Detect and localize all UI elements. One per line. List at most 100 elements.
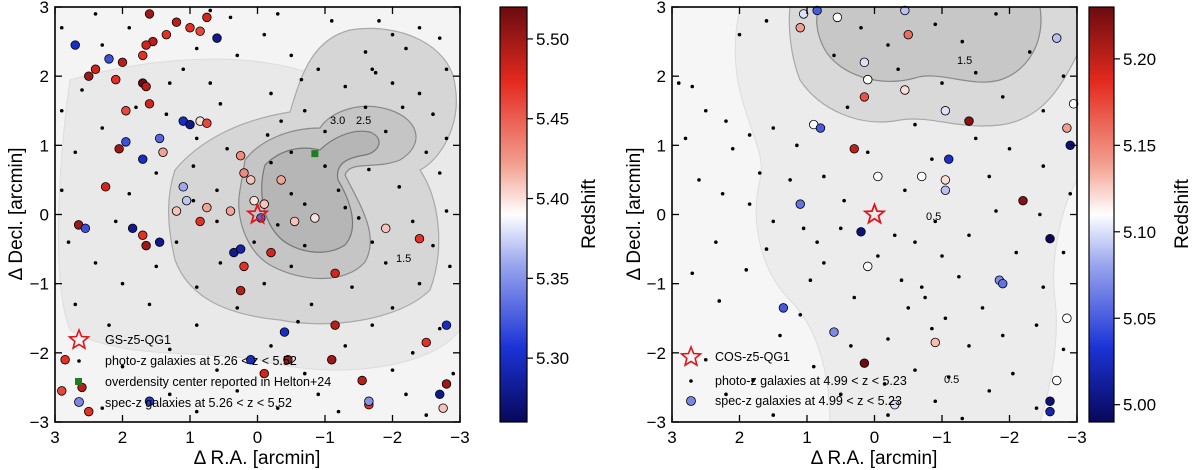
spec-z-point (178, 182, 188, 192)
photo-z-point (343, 344, 348, 348)
photo-z-point (400, 105, 405, 110)
legend-marker-spec (74, 397, 84, 407)
photo-z-point (296, 319, 300, 324)
x-tick-label: −2 (1000, 428, 1019, 447)
spec-z-point (859, 92, 870, 102)
photo-z-point (329, 19, 334, 23)
photo-z-point (275, 223, 280, 227)
photo-z-point (906, 306, 911, 310)
photo-z-point (973, 70, 978, 75)
photo-z-point (1027, 50, 1032, 54)
spec-z-point (1052, 375, 1062, 386)
photo-z-point (93, 12, 98, 16)
photo-z-point (973, 136, 978, 141)
photo-z-point (363, 105, 368, 110)
photo-z-point (167, 392, 172, 397)
photo-z-point (849, 344, 853, 348)
x-axis-label: Δ R.A. [arcmin] (811, 448, 938, 469)
photo-z-point (980, 306, 985, 310)
spec-z-point (917, 171, 927, 182)
photo-z-point (676, 81, 681, 85)
spec-z-point (1062, 123, 1072, 133)
photo-z-point (289, 53, 294, 58)
spec-z-point (1018, 195, 1028, 206)
spec-z-point (873, 171, 883, 182)
photo-z-point (940, 254, 944, 258)
photo-z-point (960, 39, 965, 44)
photo-z-point (747, 133, 752, 137)
contour-label-3: 0.5 (944, 374, 959, 386)
spec-z-point (798, 9, 809, 19)
x-axis-label: Δ R.A. [arcmin] (194, 448, 321, 469)
photo-z-point (1041, 285, 1046, 289)
spec-z-point (259, 368, 269, 379)
photo-z-point (208, 8, 213, 13)
colorbar-tick-label: 5.50 (536, 30, 569, 49)
photo-z-point (336, 188, 341, 193)
spec-z-point (421, 337, 431, 348)
photo-z-point (838, 226, 843, 231)
photo-z-point (218, 261, 223, 265)
photo-z-point (191, 198, 196, 203)
photo-z-point (154, 171, 159, 175)
y-tick-label: 1 (657, 136, 666, 155)
photo-z-point (265, 133, 270, 137)
photo-z-point (390, 32, 395, 37)
contour-label-1: 3.0 (330, 115, 345, 127)
photo-z-point (59, 108, 64, 113)
x-tick-label: −3 (1067, 428, 1086, 447)
spec-z-point (171, 206, 182, 216)
spec-z-point (849, 144, 859, 154)
photo-z-point (262, 281, 267, 286)
photo-z-point (913, 368, 917, 372)
photo-z-point (1038, 212, 1042, 217)
spec-z-point (829, 327, 839, 337)
photo-z-point (383, 261, 388, 265)
photo-z-point (383, 129, 388, 134)
spec-z-point (1062, 313, 1072, 323)
photo-z-point (720, 191, 725, 196)
photo-z-point (59, 25, 64, 30)
photo-z-point (724, 392, 728, 397)
colorbar-label: Redshift (1172, 178, 1193, 248)
legend-label-spec: spec-z galaxies at 5.26 < z < 5.52 (105, 396, 292, 410)
photo-z-point (356, 216, 361, 220)
colorbar: 5.50 5.45 5.40 5.35 5.30 Redshift (499, 6, 600, 423)
legend-label-overdensity: overdensity center reported in Helton+24 (105, 375, 331, 389)
legend-label-photo: photo-z galaxies at 4.99 < z < 5.23 (715, 374, 907, 388)
photo-z-point (960, 416, 965, 421)
photo-z-point (714, 240, 718, 244)
photo-z-point (134, 105, 138, 110)
photo-z-point (1061, 347, 1066, 352)
spec-z-point (239, 168, 249, 178)
spec-z-point (121, 137, 131, 147)
photo-z-point (309, 302, 314, 307)
photo-z-point (903, 188, 907, 193)
photo-z-point (933, 22, 938, 27)
spec-z-point (104, 54, 114, 64)
legend-label-target: GS-z5-QG1 (105, 333, 171, 347)
photo-z-point (795, 143, 799, 148)
photo-z-point (431, 243, 435, 248)
x-tick-label: 0 (253, 428, 262, 447)
y-tick-label: 0 (657, 206, 666, 225)
photo-z-point (771, 126, 776, 130)
photo-z-point (154, 264, 159, 269)
photo-z-point (764, 247, 769, 251)
y-tick-label: −2 (30, 344, 49, 363)
photo-z-point (1007, 146, 1012, 151)
photo-z-point (1014, 250, 1019, 255)
spec-z-point (185, 23, 195, 33)
photo-z-point (302, 202, 307, 206)
legend-marker-spec (686, 396, 696, 406)
colorbar-gradient (1088, 6, 1115, 423)
special-markers (245, 150, 319, 225)
spec-z-point (202, 202, 212, 213)
photo-z-point (127, 25, 132, 30)
photo-z-point (350, 285, 354, 289)
photo-z-point (404, 392, 408, 397)
photo-z-point (191, 164, 196, 168)
photo-z-point (737, 32, 742, 37)
spec-z-point (930, 337, 940, 348)
spec-z-point (1068, 99, 1079, 109)
